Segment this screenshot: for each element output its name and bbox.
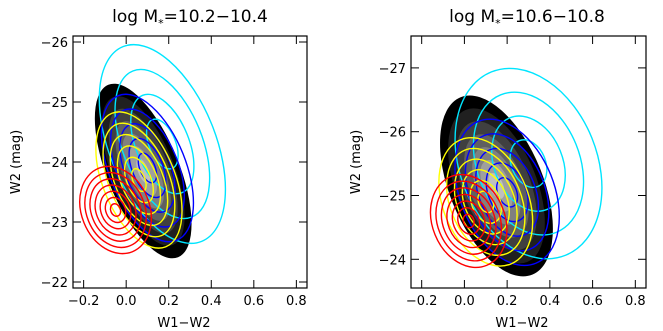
- contour-level: [123, 156, 154, 204]
- plot-frame: [410, 35, 647, 289]
- contour-level: [429, 173, 508, 269]
- x-tick-label: 0.8: [286, 294, 307, 309]
- contour-level: [438, 137, 534, 267]
- x-tick-label: 0.4: [201, 294, 222, 309]
- contour-level: [435, 180, 503, 262]
- x-tick-label: 0.6: [582, 294, 603, 309]
- contour-level: [136, 158, 151, 184]
- contour-level: [94, 184, 137, 236]
- y-axis-label: W2 (mag): [9, 130, 24, 194]
- contour-level: [109, 203, 122, 217]
- contour-level: [454, 67, 603, 260]
- contour-level: [451, 200, 486, 242]
- y-tick-label: −25: [379, 189, 406, 204]
- contour-level: [472, 91, 585, 236]
- contour-level: [84, 171, 147, 249]
- contour-level: [491, 115, 566, 212]
- contour-level: [462, 213, 475, 229]
- x-tick-label: 0.8: [625, 294, 646, 309]
- title-text: log M: [112, 7, 158, 27]
- title-subscript: *: [158, 17, 164, 30]
- panel-title: log M*=10.6−10.8: [449, 7, 605, 30]
- panel-title: log M*=10.2−10.4: [112, 7, 268, 30]
- panel-right: log M*=10.6−10.8 −0.2 0.0 0.2 0.4 0.6 0.8−24−…: [349, 7, 647, 331]
- title-text: log M: [449, 7, 495, 27]
- title-subscript: *: [495, 17, 501, 30]
- x-tick-label: 0.6: [243, 294, 264, 309]
- y-tick-label: −22: [41, 276, 68, 291]
- plot-area: −0.2 0.0 0.2 0.4 0.6 0.8 −24 −25 −26 −27: [379, 35, 647, 309]
- x-tick-label: 0.0: [454, 294, 475, 309]
- contour-level: [454, 118, 561, 267]
- contour-level: [509, 139, 548, 189]
- contour-level: [457, 207, 481, 235]
- plot-area: −0.2 0.0 0.2 0.4 0.6 0.8 −22 −23 −24 −25 −26: [41, 35, 308, 309]
- contour-level: [109, 133, 169, 227]
- contour-level: [89, 178, 142, 242]
- contour-level: [100, 93, 195, 243]
- contour-layer: [79, 43, 227, 259]
- panel-left: log M*=10.2−10.4 −0.2 0.0 0.2 0.4 0.6 0.8−22−…: [9, 7, 308, 331]
- title-range: =10.2−10.4: [164, 7, 268, 27]
- title-range: =10.6−10.8: [501, 7, 605, 27]
- contour-level: [440, 187, 497, 255]
- contour-level: [461, 169, 510, 235]
- x-tick-label: 0.2: [497, 294, 518, 309]
- y-tick-label: −26: [41, 36, 68, 51]
- contour-level: [446, 193, 492, 249]
- x-axis-label: W1−W2: [157, 316, 210, 331]
- y-tick-label: −24: [379, 253, 406, 268]
- y-tick-label: −23: [41, 216, 68, 231]
- contour-level: [130, 93, 195, 195]
- y-tick-label: −24: [41, 156, 68, 171]
- x-axis-label: W1−W2: [495, 316, 548, 331]
- contour-layer: [429, 67, 603, 277]
- x-tick-label: 0.0: [116, 294, 137, 309]
- x-tick-label: 0.4: [540, 294, 561, 309]
- y-axis-label: W2 (mag): [349, 130, 364, 194]
- y-tick-label: −26: [379, 126, 406, 141]
- contour-level: [99, 190, 132, 230]
- y-tick-label: −25: [41, 96, 68, 111]
- contour-level: [104, 196, 127, 224]
- contour-level: [98, 43, 227, 245]
- x-tick-label: −0.2: [68, 294, 100, 309]
- contour-level: [79, 165, 153, 255]
- contour-level: [116, 145, 162, 215]
- contour-level: [131, 167, 147, 193]
- y-tick-label: −27: [379, 62, 406, 77]
- x-tick-label: 0.2: [158, 294, 179, 309]
- contour-level: [469, 179, 503, 224]
- contour-level: [128, 137, 167, 199]
- x-tick-label: −0.2: [406, 294, 438, 309]
